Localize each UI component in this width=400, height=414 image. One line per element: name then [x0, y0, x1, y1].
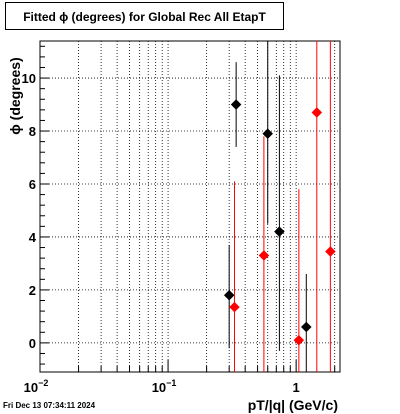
- data-point: [229, 301, 240, 313]
- y-axis-label: ϕ (degrees): [7, 57, 23, 135]
- y-tick-label: 6: [29, 177, 36, 192]
- chart-title: Fitted ϕ (degrees) for Global Rec All Et…: [23, 10, 266, 24]
- x-axis-label: pT/|q| (GeV/c): [247, 397, 338, 413]
- chart-title-box: Fitted ϕ (degrees) for Global Rec All Et…: [5, 2, 284, 30]
- grid-lines: [40, 41, 340, 372]
- timestamp: Fri Dec 13 07:34:11 2024: [3, 401, 96, 410]
- plot-frame: [39, 40, 341, 373]
- plot-axes: 0 2 4 6 8 10 10−2 10−1 1: [22, 40, 341, 395]
- data-point: [223, 289, 235, 301]
- y-tick-label: 0: [29, 336, 36, 351]
- data-point: [300, 321, 312, 333]
- x-tick-label: 1: [293, 380, 300, 395]
- x-tick-label: 10−1: [152, 378, 177, 395]
- data-point: [293, 334, 305, 346]
- data-point: [274, 226, 285, 238]
- data-point: [230, 99, 242, 110]
- data-point: [311, 107, 323, 118]
- data-point: [262, 128, 274, 140]
- data-point: [325, 246, 336, 257]
- y-tick-label: 4: [29, 230, 37, 245]
- data-point: [258, 250, 270, 261]
- data-marks: [223, 41, 336, 372]
- y-tick-label: 10: [22, 71, 36, 86]
- x-tick-label: 10−2: [24, 378, 49, 395]
- y-tick-label: 2: [29, 283, 36, 298]
- y-tick-label: 8: [29, 124, 36, 139]
